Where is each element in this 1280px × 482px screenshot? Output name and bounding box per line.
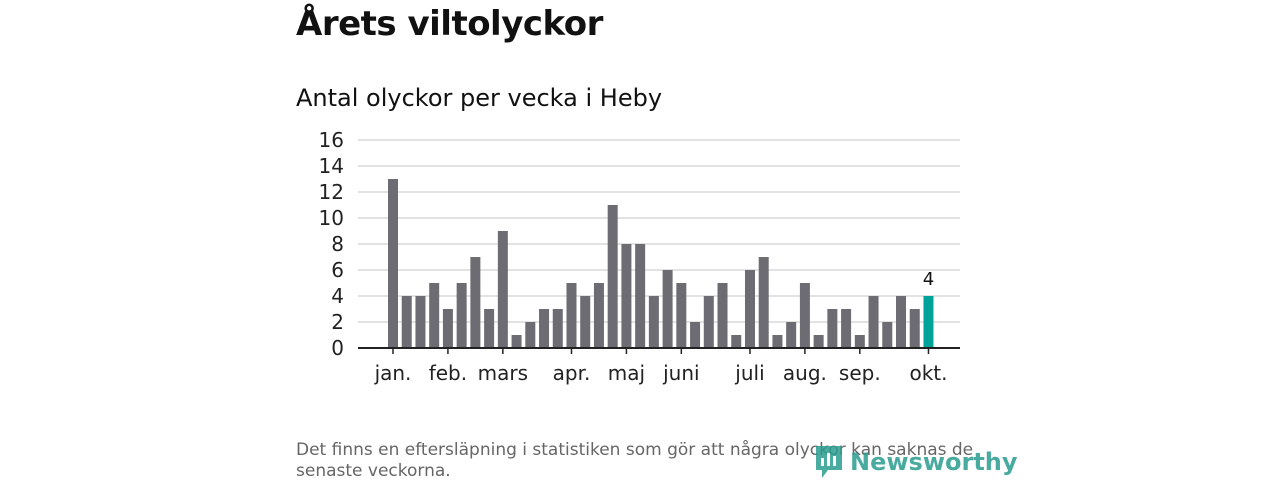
bar — [648, 296, 659, 348]
bar — [799, 283, 810, 348]
x-tick-label: sep. — [839, 361, 881, 385]
x-tick-label: apr. — [553, 361, 591, 385]
footnote: Det finns en eftersläpning i statistiken… — [296, 440, 974, 481]
bar — [566, 283, 577, 348]
y-tick-label: 0 — [331, 336, 344, 360]
bar — [388, 179, 398, 348]
bar — [429, 283, 440, 348]
bar — [703, 296, 714, 348]
page-title: Årets viltolyckor — [296, 4, 603, 44]
bar — [497, 231, 508, 348]
bar — [484, 309, 495, 348]
bar — [909, 309, 920, 348]
x-tick-label: maj — [608, 361, 645, 385]
x-tick-label: okt. — [909, 361, 947, 385]
bar — [621, 244, 632, 348]
bar — [676, 283, 687, 348]
bar — [456, 283, 467, 348]
bar — [717, 283, 728, 348]
bar — [772, 335, 783, 348]
bar — [442, 309, 453, 348]
bar-highlight — [923, 296, 934, 348]
bar — [662, 270, 673, 348]
y-tick-label: 12 — [319, 180, 344, 204]
x-tick-label: juli — [734, 361, 764, 385]
newsworthy-logo-icon — [816, 446, 842, 478]
bar — [593, 283, 604, 348]
newsworthy-logo[interactable]: Newsworthy — [814, 444, 1018, 480]
y-tick-label: 6 — [331, 258, 344, 282]
x-tick-label: mars — [478, 361, 528, 385]
bar — [525, 322, 536, 348]
bar — [896, 296, 907, 348]
x-tick-label: juni — [662, 361, 699, 385]
y-tick-label: 10 — [319, 206, 344, 230]
bar — [744, 270, 755, 348]
bar — [841, 309, 852, 348]
bar — [470, 257, 481, 348]
x-axis: jan. feb. mars apr. maj juni juli aug. sep. okt. — [358, 347, 960, 385]
bar — [552, 309, 563, 348]
y-tick-label: 4 — [331, 284, 344, 308]
bar — [786, 322, 797, 348]
x-tick-label: feb. — [429, 361, 467, 385]
bar — [731, 335, 742, 348]
bar — [511, 335, 522, 348]
bar — [539, 309, 550, 348]
bar — [580, 296, 591, 348]
chart-subtitle: Antal olyckor per vecka i Heby — [296, 84, 663, 112]
x-tick-label: jan. — [374, 361, 412, 385]
bars: 4 — [388, 179, 934, 348]
y-tick-label: 8 — [331, 232, 344, 256]
logo-text: Newsworthy — [850, 448, 1018, 476]
bar — [415, 296, 426, 348]
bar — [401, 296, 412, 348]
bar — [635, 244, 646, 348]
bar — [854, 335, 865, 348]
x-tick-label: aug. — [783, 361, 827, 385]
bar-value-label: 4 — [923, 269, 934, 290]
bar — [758, 257, 769, 348]
y-tick-label: 16 — [319, 128, 344, 152]
bar — [868, 296, 879, 348]
bar — [813, 335, 824, 348]
bar — [882, 322, 893, 348]
bar — [607, 205, 618, 348]
bar — [690, 322, 701, 348]
bar — [827, 309, 838, 348]
gridlines — [358, 139, 960, 323]
y-tick-label: 2 — [331, 310, 344, 334]
y-tick-label: 14 — [319, 154, 344, 178]
